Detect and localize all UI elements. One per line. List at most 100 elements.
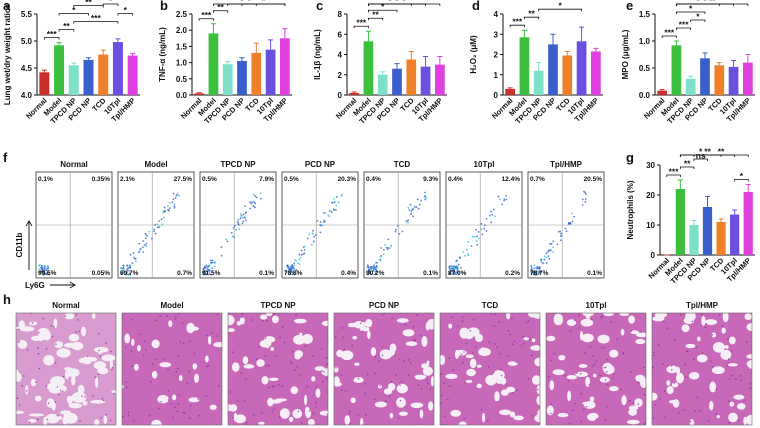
event-dot	[211, 261, 214, 264]
alveolus	[188, 397, 200, 403]
nucleus	[601, 347, 603, 349]
nucleus	[493, 325, 496, 327]
alveolus	[66, 368, 80, 378]
alveolus	[603, 364, 615, 375]
alveolus	[340, 350, 354, 361]
nucleus	[397, 417, 400, 419]
alveolus	[733, 394, 745, 400]
alveolus	[421, 336, 428, 347]
event-dot	[470, 245, 473, 248]
event-dot	[449, 265, 452, 268]
nucleus	[399, 399, 402, 402]
event-dot	[530, 268, 533, 271]
axis-arrow	[25, 220, 76, 289]
histology-image	[122, 313, 222, 425]
event-dot	[537, 272, 540, 275]
nucleus	[450, 316, 453, 319]
alveolus	[531, 375, 540, 385]
histology-image	[546, 313, 646, 425]
event-dot	[303, 252, 306, 255]
alveolus	[256, 359, 265, 367]
nucleus	[412, 339, 415, 342]
event-dot	[535, 271, 538, 273]
nucleus	[695, 346, 698, 348]
event-dot	[477, 230, 480, 233]
event-dot	[416, 198, 419, 201]
significance-bracket	[368, 3, 441, 6]
event-dot	[550, 243, 553, 245]
nucleus	[664, 416, 667, 419]
event-dot	[548, 257, 551, 260]
event-dot	[135, 260, 137, 263]
y-tick-label: 4.5	[21, 64, 33, 73]
event-dot	[459, 257, 461, 259]
nucleus	[308, 410, 311, 412]
event-dot	[545, 262, 548, 265]
event-dot	[319, 223, 322, 226]
nucleus	[515, 361, 518, 363]
y-tick-label: 6	[338, 30, 343, 39]
nucleus	[86, 355, 89, 358]
nucleus	[452, 368, 455, 371]
event-dot	[398, 233, 401, 235]
nucleus	[469, 329, 472, 332]
event-dot	[244, 212, 247, 214]
event-dot	[375, 268, 377, 271]
event-dot	[303, 245, 306, 248]
event-dot	[335, 196, 338, 198]
nucleus	[696, 396, 699, 399]
nucleus	[494, 343, 496, 345]
event-dot	[298, 253, 301, 256]
event-dot	[205, 264, 208, 267]
event-dot	[375, 270, 378, 273]
event-dot	[335, 204, 338, 207]
event-dot	[291, 264, 294, 266]
error-bar	[731, 59, 737, 67]
event-dot	[290, 271, 292, 274]
alveolus	[566, 375, 577, 380]
nucleus	[111, 366, 114, 369]
bar	[237, 60, 247, 95]
nucleus	[295, 314, 297, 316]
nucleus	[364, 383, 366, 385]
event-dot	[456, 265, 458, 267]
nucleus	[362, 330, 364, 333]
event-dot	[406, 219, 409, 222]
nucleus	[429, 362, 431, 365]
tissue	[546, 313, 646, 425]
significance-label: **	[85, 0, 92, 7]
event-dot	[161, 223, 164, 226]
nucleus	[678, 412, 680, 414]
alveolus	[234, 414, 246, 424]
event-dot	[45, 267, 47, 269]
alveolus	[34, 395, 42, 402]
nucleus	[131, 365, 133, 367]
nucleus	[379, 384, 382, 387]
significance-label: *	[740, 171, 744, 181]
event-dot	[384, 243, 386, 246]
significance-bracket	[676, 27, 692, 30]
bar	[675, 189, 685, 255]
nucleus	[46, 418, 49, 421]
alveolus	[259, 339, 272, 348]
alveolus	[103, 415, 108, 424]
bar	[689, 225, 699, 255]
nucleus	[130, 350, 133, 352]
nucleus	[28, 421, 31, 424]
nucleus	[659, 398, 661, 400]
alveolus	[270, 347, 275, 351]
nucleus	[326, 413, 328, 416]
alveolus	[581, 333, 594, 343]
significance-label: **	[709, 0, 716, 6]
event-dot	[137, 251, 140, 254]
nucleus	[443, 382, 445, 384]
bar	[576, 41, 587, 95]
nucleus	[34, 381, 37, 383]
nucleus	[166, 315, 169, 317]
alveolus	[711, 332, 717, 338]
alveolus	[271, 315, 279, 324]
event-dot	[178, 194, 180, 197]
alveolus	[709, 381, 717, 393]
panel-letter: g	[626, 150, 634, 165]
event-dot	[369, 271, 371, 273]
